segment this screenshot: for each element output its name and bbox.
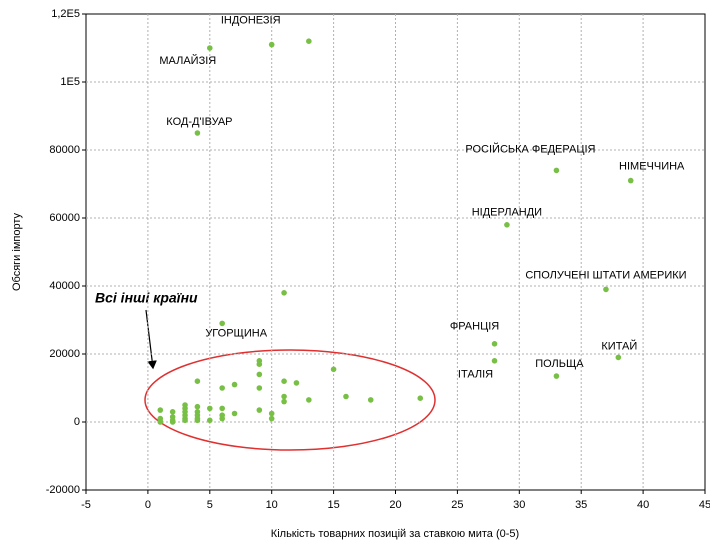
- point: [169, 419, 176, 425]
- y-tick-label: 40000: [49, 280, 80, 292]
- point: [169, 409, 176, 415]
- x-tick-label: 0: [145, 499, 151, 511]
- cluster-ellipse: [144, 349, 436, 451]
- point: [603, 286, 609, 293]
- point: [219, 415, 225, 422]
- x-tick-label: -5: [81, 499, 91, 511]
- point: [157, 419, 164, 425]
- point: [231, 381, 238, 388]
- point-label: УГОРЩИНА: [205, 327, 267, 339]
- y-tick-label: -20000: [46, 484, 80, 496]
- x-tick-label: 25: [451, 499, 463, 511]
- annotation: Всі інші країни: [95, 290, 198, 306]
- point: [491, 341, 498, 347]
- point: [256, 385, 263, 391]
- point: [553, 373, 560, 379]
- point-label: ФРАНЦІЯ: [450, 321, 499, 333]
- y-tick-label: 1,2E5: [51, 8, 80, 20]
- point-label: ПОЛЬЩА: [535, 358, 584, 370]
- point: [231, 410, 238, 417]
- point: [194, 130, 201, 136]
- point: [219, 385, 225, 391]
- annotation-arrow: [145, 309, 157, 370]
- point-label: ІНДОНЕЗІЯ: [221, 15, 281, 27]
- point: [207, 405, 213, 412]
- point: [256, 371, 263, 378]
- point-label: НІДЕРЛАНДИ: [472, 207, 542, 219]
- point: [306, 38, 312, 44]
- y-tick-label: 20000: [49, 348, 80, 360]
- point: [293, 380, 300, 386]
- point-label: СПОЛУЧЕНІ ШТАТИ АМЕРИКИ: [525, 269, 686, 281]
- point: [491, 358, 498, 364]
- point: [281, 378, 287, 385]
- x-axis-label: Кількість товарних позицій за ставкою ми…: [271, 528, 519, 540]
- point: [268, 410, 275, 417]
- y-tick-label: 80000: [49, 144, 80, 156]
- point: [219, 405, 225, 412]
- point-label: РОСІЙСЬКА ФЕДЕРАЦІЯ: [465, 142, 595, 155]
- point: [194, 417, 201, 424]
- point: [367, 397, 374, 403]
- point: [268, 415, 275, 422]
- point: [256, 361, 263, 368]
- point: [182, 417, 188, 424]
- point: [330, 366, 337, 373]
- point: [306, 397, 312, 403]
- x-tick-label: 10: [266, 499, 278, 511]
- point: [627, 177, 634, 184]
- point: [553, 167, 560, 174]
- y-tick-label: 60000: [49, 212, 80, 224]
- point: [615, 354, 622, 361]
- point: [194, 403, 201, 410]
- y-tick-label: 0: [74, 416, 80, 428]
- x-tick-label: 20: [389, 499, 401, 511]
- x-tick-label: 35: [575, 499, 587, 511]
- point-label: НІМЕЧЧИНА: [619, 161, 685, 173]
- point: [207, 45, 213, 51]
- point-label: КОД-Д'ІВУАР: [166, 116, 232, 128]
- y-tick-label: 1E5: [60, 76, 80, 88]
- point: [504, 222, 510, 228]
- point: [256, 407, 263, 413]
- point-label: КИТАЙ: [601, 339, 637, 352]
- x-tick-label: 40: [637, 499, 649, 511]
- point-label: ІТАЛІЯ: [458, 369, 493, 381]
- point: [219, 320, 225, 327]
- point: [281, 393, 287, 400]
- x-tick-label: 45: [699, 499, 710, 511]
- point: [281, 398, 287, 405]
- y-axis-label: Обсяги імпорту: [11, 212, 23, 291]
- x-tick-label: 30: [513, 499, 525, 511]
- point: [281, 290, 287, 296]
- point: [268, 41, 275, 48]
- x-tick-label: 5: [207, 499, 213, 511]
- point: [207, 417, 213, 424]
- point: [157, 407, 164, 413]
- point-label: МАЛАЙЗІЯ: [159, 54, 216, 67]
- point: [194, 378, 201, 385]
- x-tick-label: 15: [327, 499, 339, 511]
- point: [343, 393, 349, 400]
- point: [417, 395, 424, 402]
